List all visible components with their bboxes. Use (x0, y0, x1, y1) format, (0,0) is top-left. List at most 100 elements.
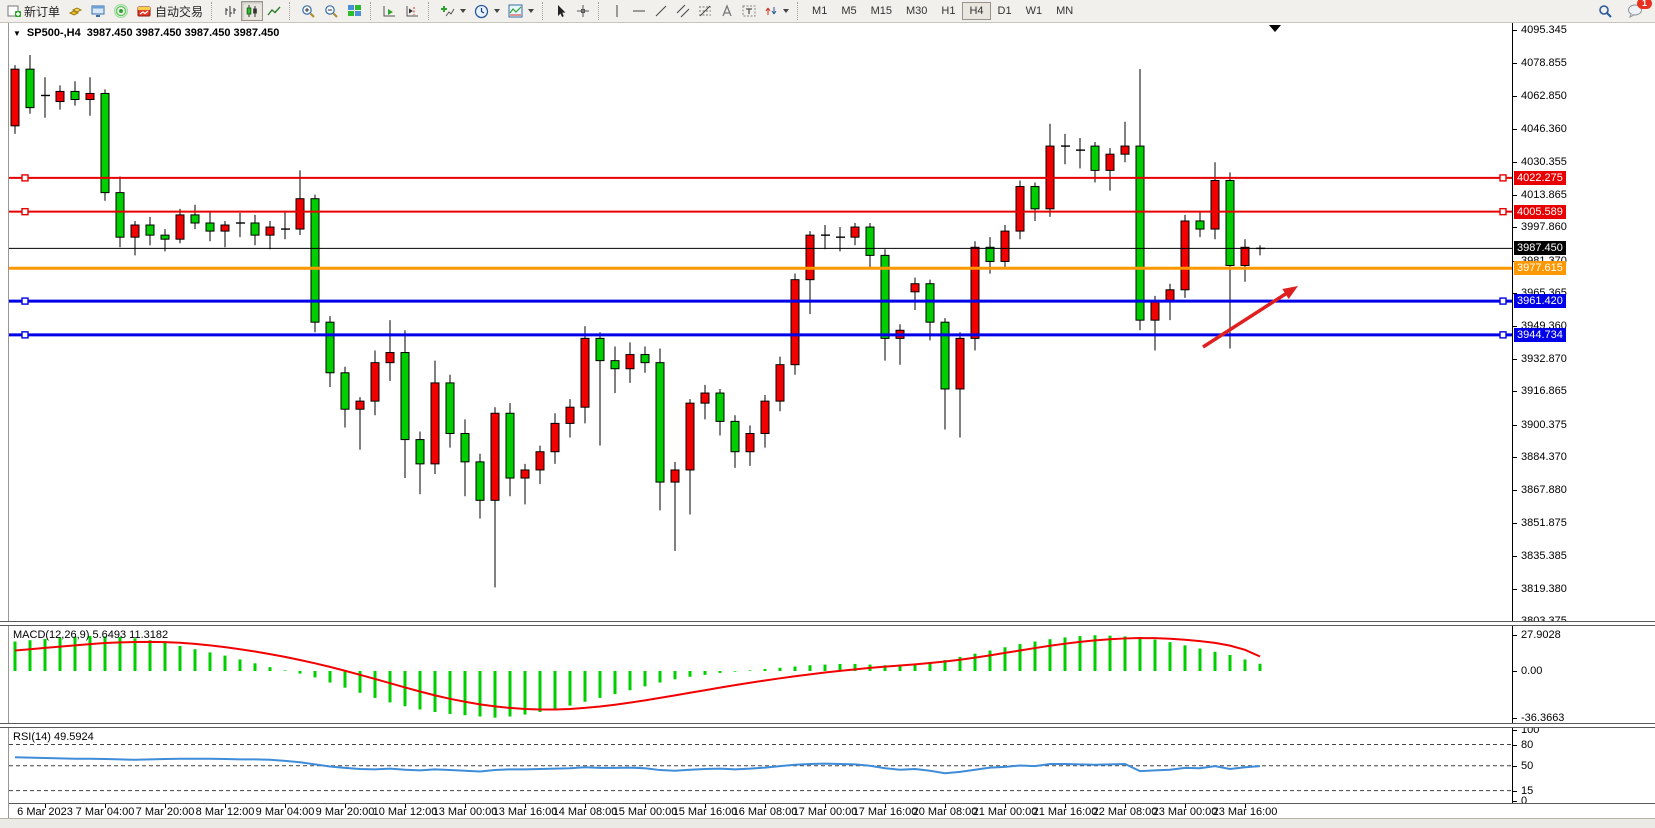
timeframe-d1[interactable]: D1 (991, 2, 1019, 20)
channel-icon (676, 4, 690, 18)
timeframe-h4[interactable]: H4 (962, 2, 991, 20)
bull-candle (355, 400, 365, 410)
bull-candle (370, 362, 380, 402)
horizontal-line-button[interactable] (628, 1, 650, 21)
timeframe-mn[interactable]: MN (1049, 2, 1080, 20)
candlestick-chart-button[interactable] (241, 1, 264, 21)
line-handle[interactable] (21, 331, 29, 339)
pane-splitter[interactable] (0, 723, 1655, 728)
timeframe-m15[interactable]: M15 (864, 2, 899, 20)
chart-shift-button[interactable] (401, 1, 424, 21)
arrowhead-icon (1282, 286, 1298, 300)
line-handle[interactable] (1499, 174, 1507, 182)
date-tick (945, 804, 946, 808)
price-axis[interactable]: 4095.345 4078.855 4062.850 4046.360 4030.355… (1512, 23, 1655, 818)
price-axis-label: 3867.880 (1521, 484, 1567, 497)
price-badge: 4005.589 (1514, 204, 1566, 219)
cursor-button[interactable] (550, 1, 572, 21)
signals-button[interactable] (110, 1, 133, 21)
axis-tick (1513, 635, 1517, 637)
line-chart-button[interactable] (263, 1, 285, 21)
rsi-axis-label: 0 (1521, 795, 1528, 808)
toolbar-separator (211, 2, 215, 20)
text-button[interactable] (716, 1, 738, 21)
vertical-line-button[interactable] (606, 1, 628, 21)
bear-candle (115, 192, 125, 238)
timeframe-w1[interactable]: W1 (1019, 2, 1050, 20)
price-axis-label: 3851.875 (1521, 516, 1567, 529)
toolbar-separator (598, 2, 602, 20)
date-label: 15 Mar 00:00 (612, 806, 678, 818)
dropdown-caret-icon (783, 9, 790, 13)
new-order-button[interactable]: 新订单 (3, 1, 64, 21)
date-tick (1125, 804, 1126, 808)
auto-scroll-button[interactable] (378, 1, 401, 21)
toolbar-separator (797, 2, 801, 20)
bull-candle (805, 234, 815, 281)
line-handle[interactable] (21, 207, 29, 216)
indicators-icon (441, 6, 455, 17)
bar-chart-button[interactable] (219, 1, 241, 21)
zoom-out-button[interactable] (320, 1, 343, 21)
timeframe-m30[interactable]: M30 (899, 2, 934, 20)
bear-candle (160, 234, 170, 240)
timeframe-m1[interactable]: M1 (805, 2, 834, 20)
price-axis-label: 3900.375 (1521, 418, 1567, 431)
date-label: 16 Mar 08:00 (732, 806, 798, 818)
line-handle[interactable] (1499, 331, 1507, 339)
pane-splitter[interactable] (0, 621, 1655, 626)
timeframe-toolbar: M1 M5 M15 M30 H1 H4 D1 W1 MN (805, 2, 1080, 20)
chart-shift-marker[interactable] (1269, 25, 1281, 32)
date-tick (1245, 804, 1246, 808)
line-handle[interactable] (21, 174, 29, 182)
text-label-button[interactable] (738, 1, 760, 21)
line-handle[interactable] (1499, 297, 1507, 305)
date-tick (165, 804, 166, 808)
bear-candle (205, 222, 215, 232)
date-axis[interactable]: 6 Mar 2023 7 Mar 04:00 7 Mar 20:00 8 Mar 12… (0, 803, 1655, 819)
arrow-shaft (1202, 289, 1291, 349)
templates-button[interactable] (504, 1, 538, 21)
date-tick (285, 804, 286, 808)
price-badge: 3961.420 (1514, 294, 1566, 309)
axis-tick (1513, 556, 1517, 558)
periods-button[interactable] (470, 1, 504, 21)
timeframe-h1[interactable]: H1 (934, 2, 962, 20)
metaeditor-button[interactable] (64, 1, 87, 21)
price-axis-label: 4078.855 (1521, 57, 1567, 70)
equidistant-channel-button[interactable] (672, 1, 694, 21)
trendline-button[interactable] (650, 1, 672, 21)
line-handle[interactable] (21, 297, 29, 305)
bull-candle (10, 68, 20, 127)
fibonacci-button[interactable] (694, 1, 716, 21)
symbol-dropdown-icon[interactable]: ▼ (13, 28, 21, 38)
trend-arrow-annotation[interactable] (1202, 286, 1298, 349)
indicators-button[interactable] (436, 1, 470, 21)
chart-ohlc-values: 3987.450 3987.450 3987.450 3987.450 (86, 27, 280, 39)
axis-tick (1513, 161, 1517, 163)
notifications-button[interactable]: 1 (1623, 0, 1652, 21)
line-handle[interactable] (1499, 207, 1507, 216)
date-label: 14 Mar 08:00 (552, 806, 618, 818)
axis-tick (1513, 671, 1517, 672)
macd-pane[interactable] (9, 626, 1512, 723)
date-label: 10 Mar 12:00 (372, 806, 438, 818)
data-window-button[interactable] (87, 1, 110, 21)
search-button[interactable] (1594, 1, 1617, 21)
bull-candle (1000, 230, 1010, 262)
date-tick (225, 804, 226, 808)
crosshair-button[interactable] (572, 1, 594, 21)
rsi-pane[interactable] (9, 728, 1512, 803)
bull-candle (850, 226, 860, 238)
tile-windows-button[interactable] (343, 1, 366, 21)
autotrading-button[interactable]: 自动交易 (133, 1, 207, 21)
axis-tick (1513, 325, 1517, 327)
rsi-label: RSI(14) 49.5924 (13, 731, 94, 743)
axis-tick (1513, 765, 1517, 767)
arrows-button[interactable] (760, 1, 793, 21)
bear-candle (925, 283, 935, 323)
horizontal-line-icon (633, 10, 646, 12)
zoom-in-button[interactable] (297, 1, 320, 21)
main-chart-pane[interactable] (9, 24, 1512, 621)
timeframe-m5[interactable]: M5 (834, 2, 863, 20)
